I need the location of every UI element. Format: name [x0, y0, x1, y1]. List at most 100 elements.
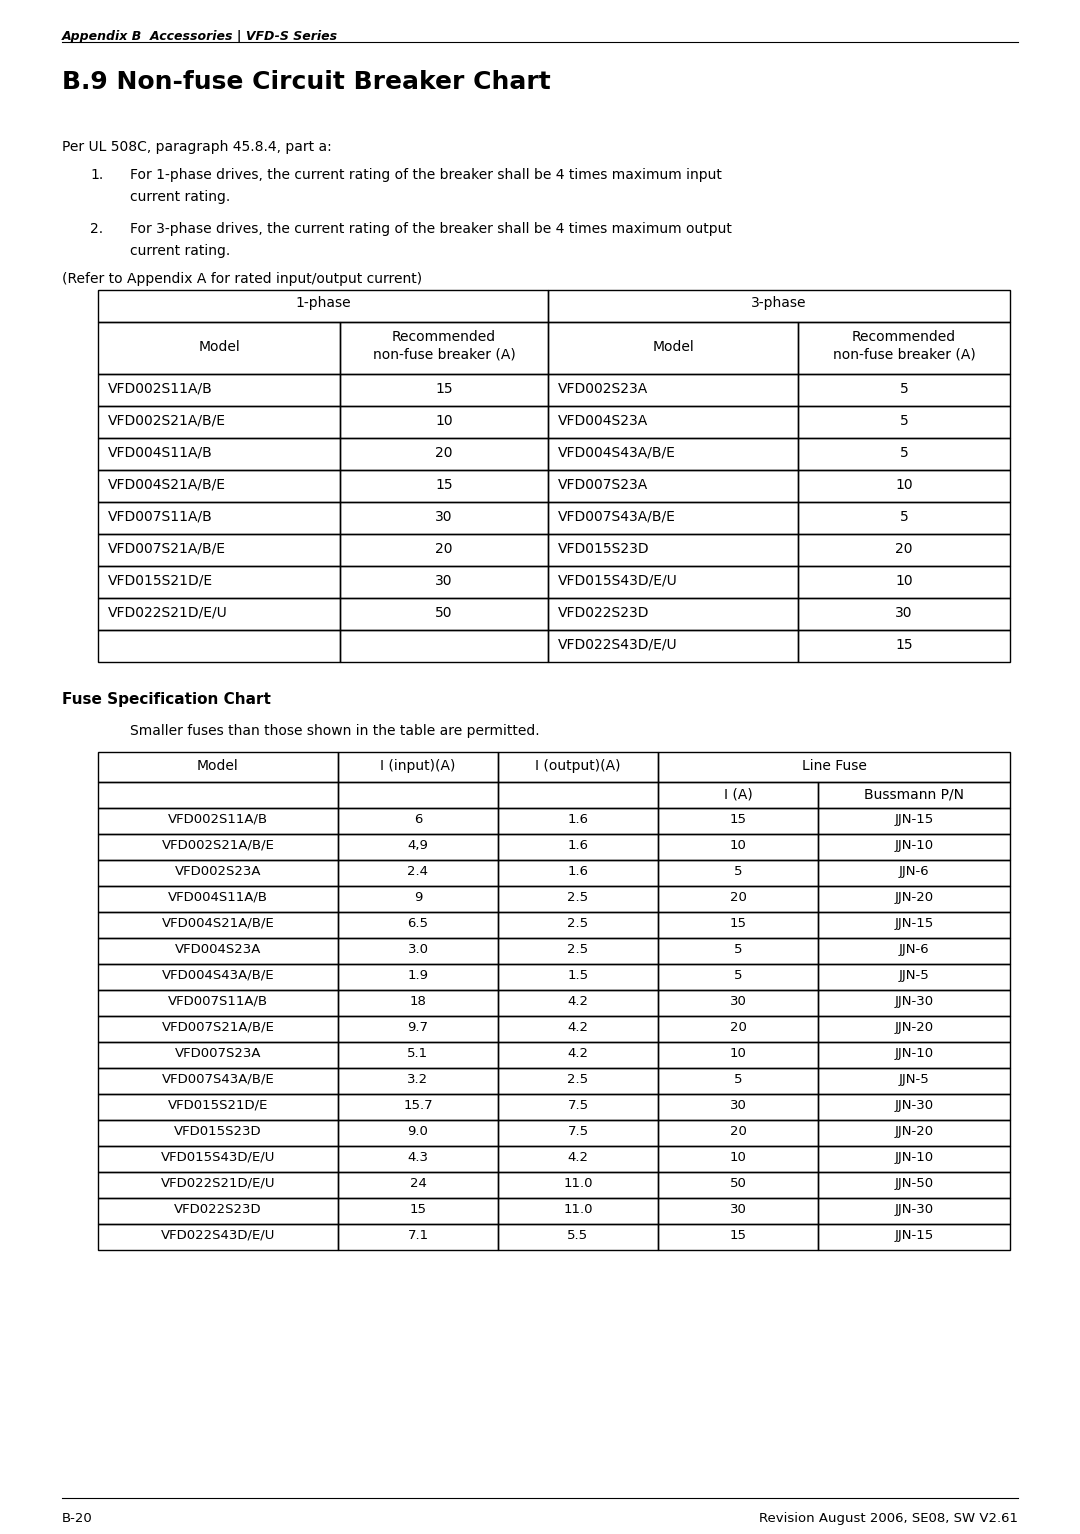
Text: 5: 5: [733, 865, 742, 877]
Text: JJN-30: JJN-30: [894, 1098, 933, 1112]
Bar: [498, 1042, 658, 1068]
Bar: [98, 1172, 338, 1198]
Text: VFD015S23D: VFD015S23D: [558, 542, 650, 555]
Text: B-20: B-20: [62, 1513, 93, 1525]
Text: 5: 5: [900, 509, 908, 525]
Text: 15: 15: [729, 917, 746, 930]
Text: VFD007S23A: VFD007S23A: [558, 479, 648, 492]
Bar: [498, 1068, 658, 1094]
Bar: [658, 989, 818, 1016]
Bar: [98, 439, 340, 469]
Text: 10: 10: [895, 574, 913, 588]
Text: 20: 20: [435, 446, 453, 460]
Text: 20: 20: [730, 1022, 746, 1034]
Text: 20: 20: [435, 542, 453, 555]
Text: VFD007S21A/B/E: VFD007S21A/B/E: [108, 542, 226, 555]
Text: 30: 30: [435, 509, 453, 525]
Text: JJN-15: JJN-15: [894, 1229, 933, 1243]
Text: Recommended: Recommended: [852, 330, 956, 344]
Text: VFD002S23A: VFD002S23A: [558, 382, 648, 396]
Text: Line Fuse: Line Fuse: [801, 759, 866, 773]
Text: 9.0: 9.0: [407, 1124, 429, 1138]
Bar: [338, 1068, 498, 1094]
Text: 4.2: 4.2: [567, 1048, 589, 1060]
Bar: [338, 834, 498, 861]
Text: VFD022S43D/E/U: VFD022S43D/E/U: [161, 1229, 275, 1243]
Bar: [498, 752, 658, 782]
Bar: [498, 782, 658, 808]
Text: 1.: 1.: [90, 169, 104, 183]
Bar: [338, 1172, 498, 1198]
Text: (Refer to Appendix A for rated input/output current): (Refer to Appendix A for rated input/out…: [62, 272, 422, 285]
Bar: [818, 1224, 1010, 1250]
Text: 15: 15: [729, 813, 746, 825]
Bar: [658, 1198, 818, 1224]
Text: JJN-20: JJN-20: [894, 1022, 933, 1034]
Text: 3-phase: 3-phase: [752, 296, 807, 310]
Bar: [498, 808, 658, 834]
Bar: [338, 913, 498, 937]
Bar: [498, 937, 658, 963]
Text: Model: Model: [198, 759, 239, 773]
Bar: [98, 566, 340, 598]
Bar: [798, 534, 1010, 566]
Text: 5: 5: [733, 1072, 742, 1086]
Text: VFD004S11A/B: VFD004S11A/B: [108, 446, 213, 460]
Bar: [498, 1016, 658, 1042]
Text: 2.5: 2.5: [567, 1072, 589, 1086]
Text: For 1-phase drives, the current rating of the breaker shall be 4 times maximum i: For 1-phase drives, the current rating o…: [130, 169, 721, 183]
Bar: [658, 782, 818, 808]
Text: VFD015S43D/E/U: VFD015S43D/E/U: [161, 1150, 275, 1164]
Bar: [98, 861, 338, 887]
Text: VFD022S43D/E/U: VFD022S43D/E/U: [558, 638, 677, 652]
Bar: [818, 1042, 1010, 1068]
Text: 4,9: 4,9: [407, 839, 429, 851]
Bar: [498, 887, 658, 913]
Text: 2.5: 2.5: [567, 917, 589, 930]
Bar: [658, 887, 818, 913]
Bar: [818, 963, 1010, 989]
Text: 10: 10: [730, 839, 746, 851]
Text: 3.0: 3.0: [407, 943, 429, 956]
Text: 1.6: 1.6: [567, 839, 589, 851]
Bar: [658, 1042, 818, 1068]
Bar: [548, 290, 1010, 322]
Text: VFD002S11A/B: VFD002S11A/B: [167, 813, 268, 825]
Text: VFD007S23A: VFD007S23A: [175, 1048, 261, 1060]
Bar: [498, 861, 658, 887]
Bar: [98, 1042, 338, 1068]
Bar: [98, 808, 338, 834]
Text: 20: 20: [730, 1124, 746, 1138]
Bar: [98, 752, 338, 782]
Text: VFD022S21D/E/U: VFD022S21D/E/U: [161, 1177, 275, 1190]
Text: VFD007S43A/B/E: VFD007S43A/B/E: [162, 1072, 274, 1086]
Text: 7.5: 7.5: [567, 1124, 589, 1138]
Bar: [338, 1120, 498, 1146]
Bar: [658, 1172, 818, 1198]
Bar: [338, 782, 498, 808]
Text: 30: 30: [730, 1203, 746, 1216]
Text: 4.3: 4.3: [407, 1150, 429, 1164]
Bar: [818, 834, 1010, 861]
Text: 5: 5: [900, 414, 908, 428]
Text: 5: 5: [733, 969, 742, 982]
Text: 15: 15: [435, 382, 453, 396]
Text: 4.2: 4.2: [567, 1022, 589, 1034]
Bar: [548, 407, 798, 439]
Text: 10: 10: [730, 1048, 746, 1060]
Text: For 3-phase drives, the current rating of the breaker shall be 4 times maximum o: For 3-phase drives, the current rating o…: [130, 222, 732, 236]
Bar: [498, 1224, 658, 1250]
Bar: [498, 1120, 658, 1146]
Bar: [98, 534, 340, 566]
Bar: [548, 439, 798, 469]
Bar: [98, 782, 338, 808]
Text: JJN-30: JJN-30: [894, 996, 933, 1008]
Text: 6.5: 6.5: [407, 917, 429, 930]
Text: Fuse Specification Chart: Fuse Specification Chart: [62, 692, 271, 707]
Text: VFD015S21D/E: VFD015S21D/E: [108, 574, 213, 588]
Bar: [548, 566, 798, 598]
Text: B.9 Non-fuse Circuit Breaker Chart: B.9 Non-fuse Circuit Breaker Chart: [62, 71, 551, 94]
Text: JJN-10: JJN-10: [894, 1150, 933, 1164]
Bar: [818, 1016, 1010, 1042]
Bar: [338, 861, 498, 887]
